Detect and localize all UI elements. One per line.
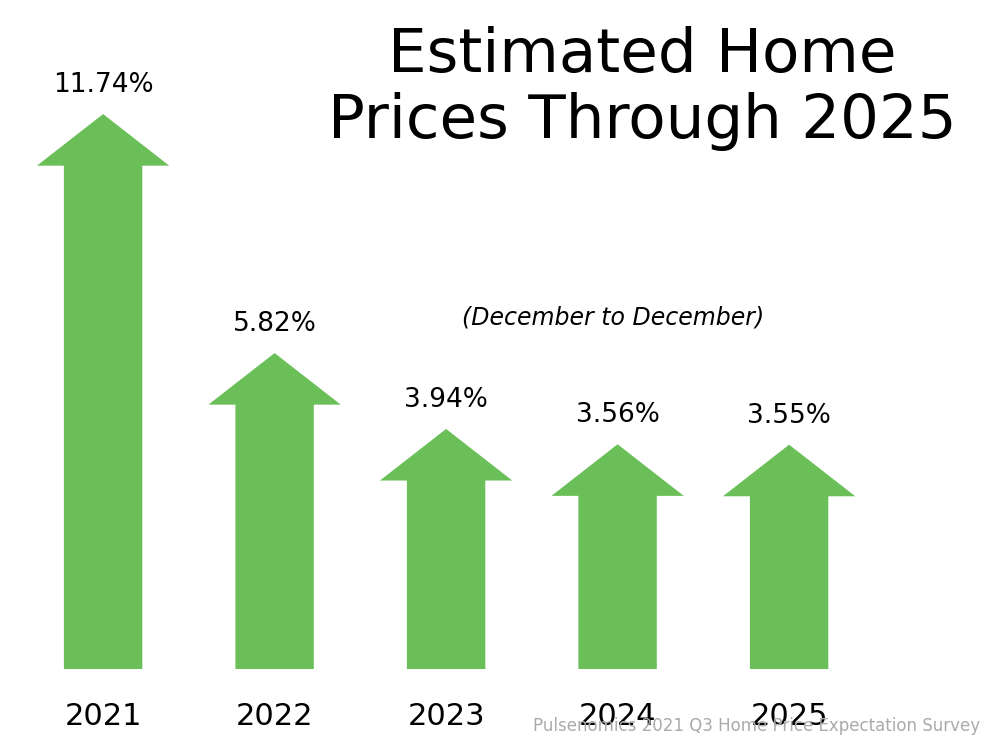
Text: 11.74%: 11.74% [53,72,153,98]
Text: 3.56%: 3.56% [576,402,660,428]
Text: 2021: 2021 [64,702,142,731]
Text: Estimated Home
Prices Through 2025: Estimated Home Prices Through 2025 [328,26,956,151]
Text: Pulsenomics 2021 Q3 Home Price Expectation Survey: Pulsenomics 2021 Q3 Home Price Expectati… [533,717,980,735]
Text: 5.82%: 5.82% [233,310,317,337]
Text: (December to December): (December to December) [462,305,764,329]
Polygon shape [380,429,512,669]
Text: 2025: 2025 [750,702,828,731]
Text: 3.94%: 3.94% [404,387,488,412]
Polygon shape [551,444,684,669]
Polygon shape [37,114,169,669]
Text: 2024: 2024 [579,702,656,731]
Text: 3.55%: 3.55% [747,403,831,428]
Polygon shape [723,445,855,669]
Text: 2022: 2022 [236,702,313,731]
Polygon shape [208,353,341,669]
Text: 2023: 2023 [407,702,485,731]
